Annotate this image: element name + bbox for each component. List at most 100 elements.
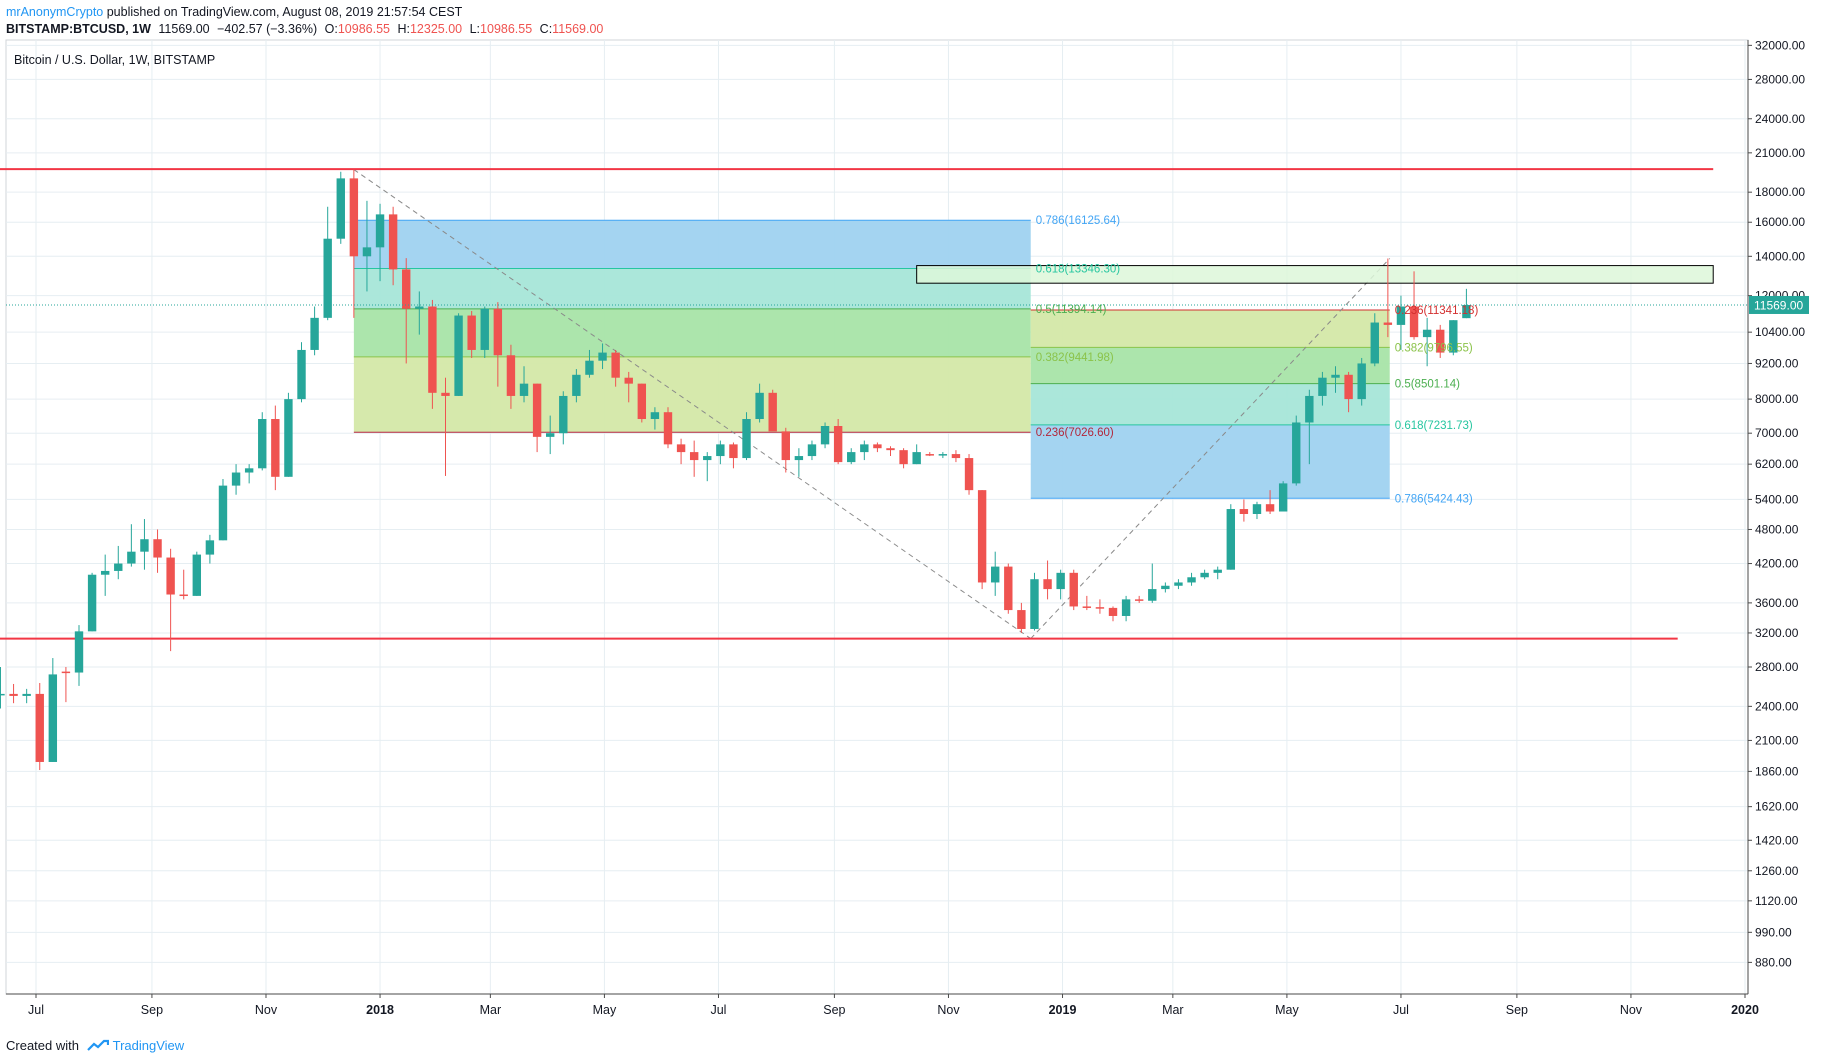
candle-body bbox=[873, 444, 882, 449]
candle-down bbox=[951, 450, 961, 463]
tradingview-link[interactable]: TradingView bbox=[112, 1038, 185, 1053]
candle-body bbox=[127, 551, 136, 564]
y-tick-label: 18000.00 bbox=[1755, 185, 1805, 199]
candle-up bbox=[140, 519, 149, 570]
candle-up bbox=[127, 524, 136, 567]
candle-body bbox=[585, 360, 594, 375]
candle-down bbox=[402, 258, 411, 364]
x-tick-label: Sep bbox=[823, 1003, 845, 1017]
fib-level-label: 0.236(11341.18) bbox=[1395, 305, 1479, 317]
candle-down bbox=[873, 442, 882, 453]
candle-body bbox=[35, 693, 44, 762]
x-tick-label: 2018 bbox=[366, 1003, 394, 1017]
candle-up bbox=[1331, 366, 1340, 393]
x-tick-label: Nov bbox=[1620, 1003, 1643, 1017]
candle-body bbox=[1278, 483, 1288, 512]
candle-body bbox=[729, 444, 738, 459]
candle-body bbox=[991, 566, 1000, 583]
y-tick-label: 3600.00 bbox=[1755, 596, 1799, 610]
candle-body bbox=[964, 458, 974, 491]
y-tick-label: 9200.00 bbox=[1755, 356, 1799, 370]
candle-down bbox=[833, 419, 843, 465]
last-price-label: 11569.00 bbox=[1754, 298, 1803, 312]
fib-level-label: 0.5(11394.14) bbox=[1036, 304, 1107, 316]
candle-down bbox=[9, 683, 18, 704]
author-link[interactable]: mrAnonymCrypto bbox=[6, 5, 104, 19]
candle-up bbox=[585, 349, 594, 378]
candle-body bbox=[1331, 374, 1340, 378]
candle-up bbox=[258, 412, 267, 471]
candle-body bbox=[532, 383, 542, 437]
candle-down bbox=[61, 667, 71, 703]
candle-body bbox=[375, 214, 385, 248]
candle-down bbox=[153, 529, 162, 573]
candle-up bbox=[1030, 572, 1039, 631]
x-tick-label: 2020 bbox=[1731, 1003, 1759, 1017]
candle-body bbox=[938, 454, 948, 456]
candle-body bbox=[572, 374, 581, 396]
candle-up bbox=[703, 452, 712, 482]
candle-body bbox=[1239, 509, 1249, 514]
fib-zone bbox=[1030, 383, 1390, 425]
candle-body bbox=[545, 433, 555, 437]
candle-up bbox=[1370, 313, 1379, 367]
candle-body bbox=[912, 452, 921, 465]
x-tick-label: Mar bbox=[1162, 1003, 1184, 1017]
candle-body bbox=[886, 448, 895, 451]
candle-body bbox=[1108, 607, 1118, 616]
candle-body bbox=[716, 444, 725, 457]
candle-down bbox=[1108, 606, 1118, 622]
candle-up bbox=[912, 444, 921, 465]
publish-info: published on TradingView.com, August 08,… bbox=[106, 5, 463, 19]
candle-up bbox=[716, 440, 725, 465]
candle-body bbox=[1396, 306, 1406, 325]
candle-body bbox=[231, 472, 241, 486]
candle-down bbox=[1082, 595, 1092, 611]
candle-body bbox=[1030, 579, 1039, 629]
candle-body bbox=[1082, 606, 1092, 608]
candle-body bbox=[1121, 599, 1131, 616]
candle-up bbox=[22, 688, 31, 704]
candle-body bbox=[1344, 374, 1353, 400]
candle-body bbox=[703, 456, 712, 461]
trend-line bbox=[353, 169, 1032, 639]
y-tick-label: 10400.00 bbox=[1755, 325, 1805, 339]
candle-body bbox=[807, 444, 817, 457]
candle-body bbox=[1305, 395, 1314, 423]
candle-body bbox=[1174, 582, 1183, 586]
candle-body bbox=[781, 431, 790, 461]
fib-zone bbox=[353, 356, 1031, 433]
candles bbox=[0, 169, 1471, 771]
candle-body bbox=[860, 444, 869, 453]
candle-body bbox=[1004, 566, 1013, 611]
candle-down bbox=[532, 383, 542, 453]
candle-up bbox=[650, 407, 660, 430]
candle-up bbox=[1121, 595, 1131, 622]
chart-title: Bitcoin / U.S. Dollar, 1W, BITSTAMP bbox=[14, 53, 215, 67]
candle-down bbox=[676, 438, 686, 465]
candle-body bbox=[402, 269, 411, 309]
candle-body bbox=[559, 395, 568, 434]
candle-body bbox=[519, 383, 529, 396]
fib-level-label: 0.382(9796.55) bbox=[1395, 342, 1473, 354]
candle-down bbox=[1017, 602, 1026, 633]
x-tick-label: Sep bbox=[141, 1003, 163, 1017]
symbol-label[interactable]: BITSTAMP:BTCUSD, 1W bbox=[6, 22, 151, 36]
fib-level-label: 0.618(7231.73) bbox=[1395, 420, 1473, 432]
candle-body bbox=[454, 315, 463, 396]
created-with-label: Created with bbox=[6, 1038, 79, 1053]
candle-body bbox=[833, 426, 843, 463]
candle-up bbox=[598, 343, 607, 370]
candle-body bbox=[388, 214, 398, 270]
candle-up bbox=[362, 200, 372, 292]
x-tick-label: Nov bbox=[937, 1003, 960, 1017]
candle-body bbox=[1252, 504, 1262, 514]
candle-up bbox=[310, 306, 319, 356]
candle-body bbox=[61, 671, 71, 674]
x-tick-label: 2019 bbox=[1049, 1003, 1077, 1017]
x-tick-label: May bbox=[593, 1003, 617, 1017]
candle-body bbox=[297, 349, 306, 400]
candle-body bbox=[598, 352, 607, 361]
y-tick-label: 28000.00 bbox=[1755, 72, 1805, 86]
